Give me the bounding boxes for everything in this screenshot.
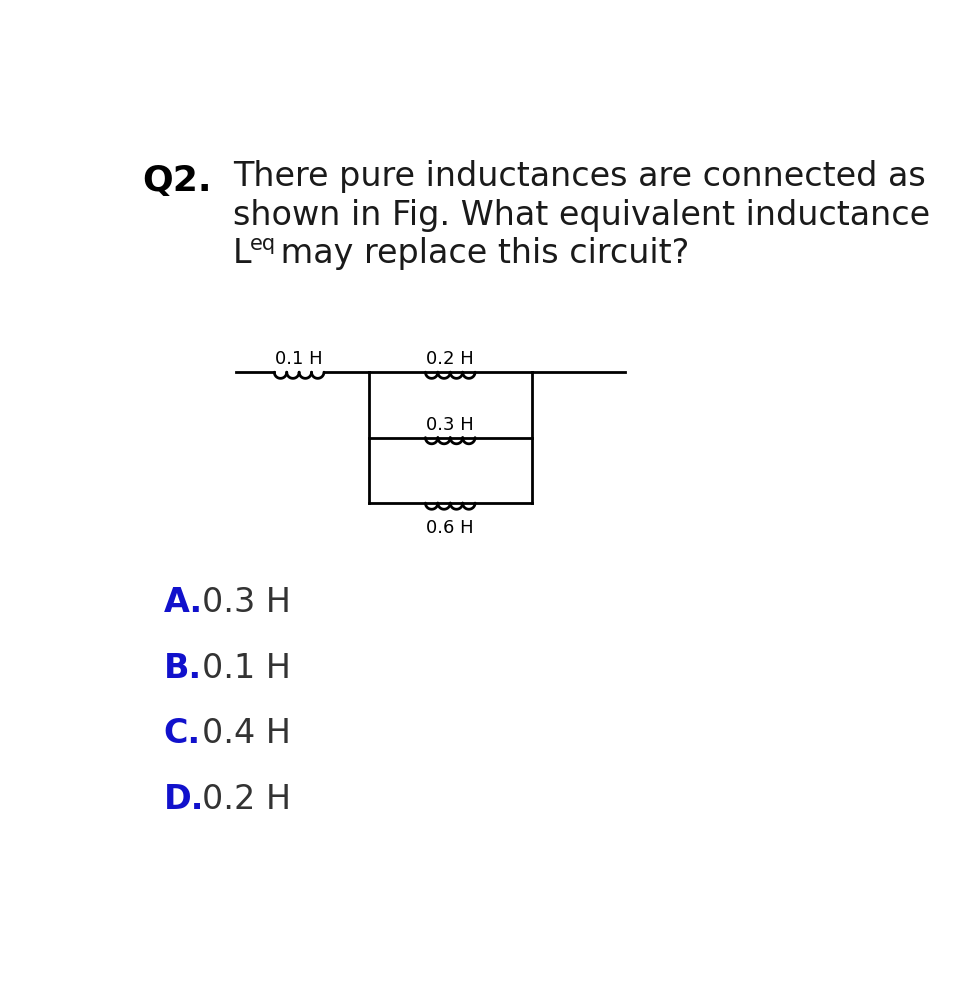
Text: eq: eq [249,233,276,254]
Text: 0.3 H: 0.3 H [202,586,291,619]
Text: 0.3 H: 0.3 H [426,416,474,434]
Text: A.: A. [163,586,203,619]
Text: 0.2 H: 0.2 H [426,350,474,368]
Text: 0.2 H: 0.2 H [202,782,291,816]
Text: shown in Fig. What equivalent inductance: shown in Fig. What equivalent inductance [233,199,930,232]
Text: B.: B. [163,651,202,685]
Text: D.: D. [163,782,204,816]
Text: Q2.: Q2. [142,164,212,199]
Text: There pure inductances are connected as: There pure inductances are connected as [233,160,926,194]
Text: may replace this circuit?: may replace this circuit? [271,237,689,271]
Text: 0.6 H: 0.6 H [426,520,474,537]
Text: C.: C. [163,717,200,750]
Text: 0.1 H: 0.1 H [202,651,291,685]
Text: L: L [233,237,251,271]
Text: 0.1 H: 0.1 H [276,350,323,368]
Text: 0.4 H: 0.4 H [202,717,291,750]
